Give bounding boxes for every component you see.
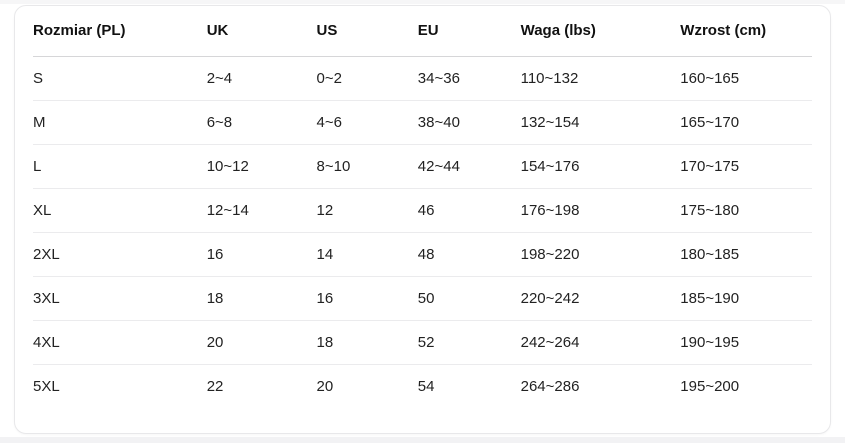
cell-size: 5XL [33,377,60,395]
cell-size: 2XL [33,232,207,277]
table-body: S 2~4 0~2 34~36 110~132 160~165 M 6~8 4~… [33,56,812,408]
cell-eu: 42~44 [417,144,521,189]
cell-eu: 46 [417,188,521,233]
table-row-5xl: 5XL 22 20 54 264~286 195~200 [33,364,812,408]
table-header: Rozmiar (PL) UK US EU Waga (lbs) Wzrost … [33,6,812,57]
cell-waga: 132~154 [520,100,681,145]
table-row-4xl: 4XL 20 18 52 242~264 190~195 [33,320,812,365]
header-row: Rozmiar (PL) UK US EU Waga (lbs) Wzrost … [33,6,812,57]
cell-size: S [33,56,207,101]
cell-size: XL [33,188,207,233]
cell-uk: 2~4 [206,56,317,101]
table-row-3xl: 3XL 18 16 50 220~242 185~190 [33,276,812,321]
cell-size: 3XL [33,276,207,321]
cell-us: 14 [316,232,418,277]
page-bottom-strip [0,437,845,443]
cell-uk: 10~12 [206,144,317,189]
table-row-xl: XL 12~14 12 46 176~198 175~180 [33,188,812,233]
cell-wzrost: 190~195 [680,320,812,365]
table-row-m: M 6~8 4~6 38~40 132~154 165~170 [33,100,812,145]
column-header-rozmiar-pl: Rozmiar (PL) [33,6,207,57]
cell-eu: 52 [417,320,521,365]
cell-us: 20 [316,377,334,395]
cell-us: 18 [316,320,418,365]
cell-wzrost: 160~165 [680,56,812,101]
cell-us: 4~6 [316,100,418,145]
cell-us: 0~2 [316,56,418,101]
cell-wzrost: 185~190 [680,276,812,321]
cell-eu: 50 [417,276,521,321]
cell-waga: 242~264 [520,320,681,365]
cell-us: 8~10 [316,144,418,189]
cell-size: M [33,100,207,145]
cell-wzrost: 175~180 [680,188,812,233]
cell-uk: 22 [206,377,224,395]
cell-wzrost: 165~170 [680,100,812,145]
cell-uk: 20 [206,320,317,365]
cell-us: 12 [316,188,418,233]
cell-waga: 264~286 [520,377,580,395]
table-row-l: L 10~12 8~10 42~44 154~176 170~175 [33,144,812,189]
table-row-2xl: 2XL 16 14 48 198~220 180~185 [33,232,812,277]
cell-waga: 220~242 [520,276,681,321]
cell-wzrost: 195~200 [680,377,740,395]
cell-waga: 154~176 [520,144,681,189]
column-header-uk: UK [206,6,317,57]
column-header-eu: EU [417,6,521,57]
cell-size: 4XL [33,320,207,365]
cell-uk: 6~8 [206,100,317,145]
column-header-wzrost-cm: Wzrost (cm) [680,6,812,57]
cell-eu: 38~40 [417,100,521,145]
cell-uk: 16 [206,232,317,277]
column-header-waga-lbs: Waga (lbs) [520,6,681,57]
cell-wzrost: 170~175 [680,144,812,189]
cell-waga: 110~132 [520,56,681,101]
cell-us: 16 [316,276,418,321]
cell-eu: 34~36 [417,56,521,101]
size-chart-card: Rozmiar (PL) UK US EU Waga (lbs) Wzrost … [14,5,831,434]
column-header-us: US [316,6,418,57]
table-row-s: S 2~4 0~2 34~36 110~132 160~165 [33,56,812,101]
cell-size: L [33,144,207,189]
cell-wzrost: 180~185 [680,232,812,277]
cell-uk: 18 [206,276,317,321]
size-chart-table: Rozmiar (PL) UK US EU Waga (lbs) Wzrost … [33,6,812,408]
cell-waga: 176~198 [520,188,681,233]
cell-waga: 198~220 [520,232,681,277]
cell-eu: 48 [417,232,521,277]
page-top-strip [0,0,845,4]
cell-eu: 54 [417,377,435,395]
cell-uk: 12~14 [206,188,317,233]
